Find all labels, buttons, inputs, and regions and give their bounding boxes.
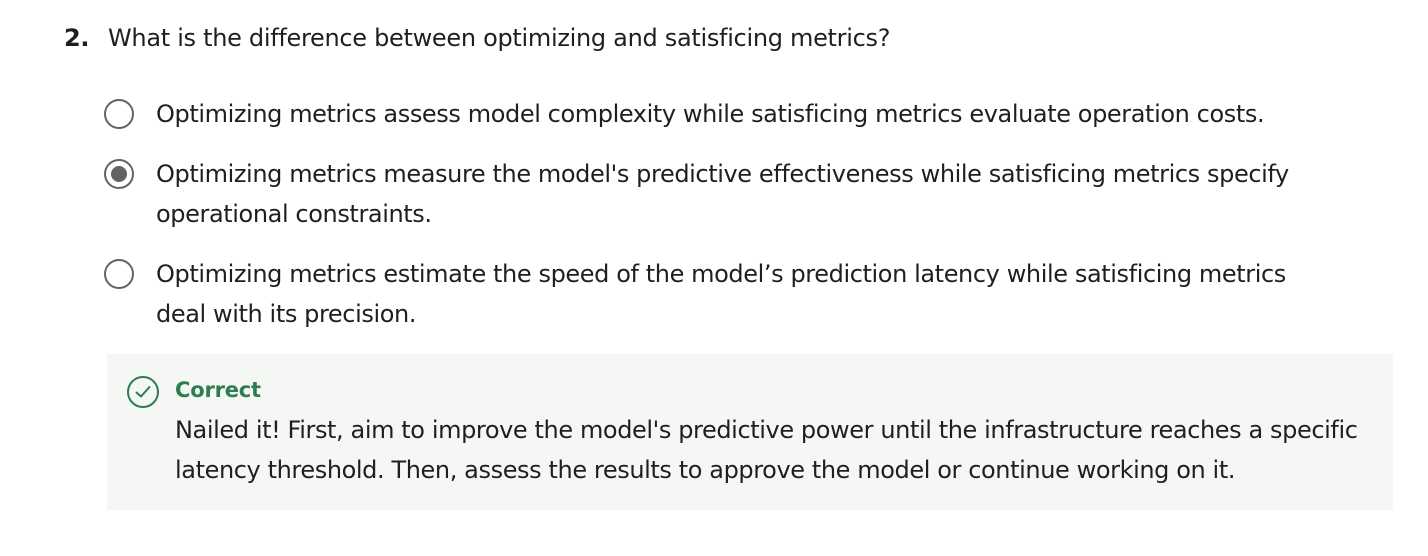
answer-option-label: Optimizing metrics assess model complexi… — [156, 100, 1265, 128]
radio-button-selected[interactable] — [104, 159, 134, 189]
check-circle-icon — [127, 376, 159, 408]
question-number: 2. — [64, 24, 90, 52]
radio-button-unselected[interactable] — [104, 99, 134, 129]
answer-option-label: Optimizing metrics estimate the speed of… — [156, 260, 1286, 328]
feedback-panel: Correct Nailed it! First, aim to improve… — [107, 354, 1393, 510]
question-header: 2. What is the difference between optimi… — [64, 20, 890, 56]
answer-option-2[interactable]: Optimizing metrics measure the model's p… — [104, 154, 1364, 234]
answer-option-label: Optimizing metrics measure the model's p… — [156, 160, 1289, 228]
answer-option-3[interactable]: Optimizing metrics estimate the speed of… — [104, 254, 1364, 334]
radio-button-unselected[interactable] — [104, 259, 134, 289]
feedback-message: Nailed it! First, aim to improve the mod… — [175, 416, 1358, 484]
answer-options: Optimizing metrics assess model complexi… — [104, 94, 1364, 354]
answer-option-1[interactable]: Optimizing metrics assess model complexi… — [104, 94, 1364, 134]
question-text: What is the difference between optimizin… — [108, 24, 891, 52]
feedback-status: Correct — [175, 378, 261, 402]
